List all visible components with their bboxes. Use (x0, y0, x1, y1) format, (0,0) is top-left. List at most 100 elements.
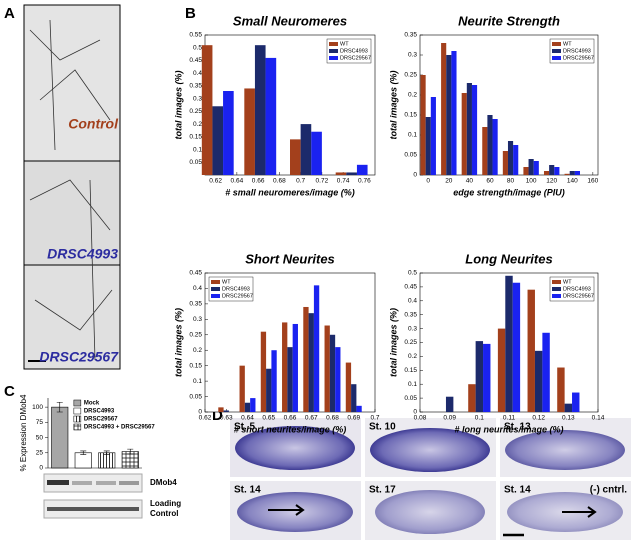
legend-swatch (552, 287, 561, 291)
x-tick-label: 0.66 (284, 415, 297, 422)
bar (425, 117, 431, 175)
chart-title: Small Neuromeres (233, 13, 347, 28)
legend-label: DRSC29567 (84, 417, 118, 423)
y-tick-label: 0.1 (408, 132, 417, 139)
bar (430, 97, 436, 175)
x-tick-label: 0.68 (326, 415, 339, 422)
y-tick-label: 0.35 (404, 311, 417, 318)
legend-swatch (73, 423, 82, 431)
bar (239, 365, 245, 412)
bar (497, 328, 506, 412)
y-tick-label: 75 (36, 419, 44, 426)
x-axis-label: edge strength/image (PIU) (453, 187, 565, 197)
bar (445, 396, 454, 412)
bar (74, 452, 92, 469)
x-tick-label: 0.66 (252, 178, 265, 185)
blot-label: DMob4 (150, 478, 177, 487)
bar (244, 402, 251, 412)
bar (351, 384, 357, 412)
bar (250, 398, 256, 412)
legend-swatch (552, 49, 561, 53)
legend-swatch (73, 415, 82, 423)
x-tick-label: 0.09 (443, 415, 456, 422)
y-tick-label: 0.5 (193, 44, 202, 51)
y-tick-label: 0.45 (404, 284, 417, 291)
x-tick-label: 0 (426, 178, 430, 185)
bar (324, 325, 330, 412)
stage-label: St. 14 (504, 485, 531, 496)
y-tick-label: 0.35 (404, 32, 417, 39)
y-tick-label: 0.3 (408, 325, 417, 332)
bar (290, 139, 301, 175)
legend-label: DRSC29567 (340, 55, 371, 61)
x-tick-label: 140 (567, 178, 578, 185)
y-tick-label: 0.45 (189, 270, 202, 277)
bar (557, 367, 565, 412)
bar (446, 55, 452, 175)
y-tick-label: 0.25 (189, 331, 202, 338)
micrograph-panel: Control DRSC4993 DRSC29567 (23, 4, 121, 370)
x-tick-label: 20 (445, 178, 453, 185)
x-tick-label: 160 (587, 178, 598, 185)
y-tick-label: 0.05 (404, 395, 417, 402)
y-tick-label: 0.4 (408, 298, 417, 305)
y-tick-label: 0.25 (189, 108, 202, 115)
y-tick-label: 50 (36, 434, 44, 441)
x-tick-label: 80 (507, 178, 515, 185)
x-tick-label: 0.62 (199, 415, 212, 422)
bar (356, 164, 368, 175)
bar (260, 331, 267, 412)
legend-swatch (211, 294, 220, 298)
x-tick-label: 60 (486, 178, 494, 185)
legend-label: DRSC4993 (340, 48, 368, 54)
stage-label: St. 10 (369, 422, 396, 433)
bar (218, 407, 224, 412)
x-axis-label: # small neuromeres/image (%) (225, 187, 355, 197)
y-tick-label: 0 (413, 409, 417, 416)
y-tick-label: 0.3 (193, 95, 202, 102)
bar (468, 384, 476, 412)
bar (311, 131, 322, 175)
x-tick-label: 0.08 (414, 415, 427, 422)
bar (98, 452, 116, 469)
bar (461, 93, 467, 175)
stage-label: St. 13 (504, 422, 531, 433)
stage-label: St. 17 (369, 485, 396, 496)
control-label: (-) cntrl. (590, 485, 627, 496)
chart-title: Short Neurites (245, 251, 335, 266)
bar (265, 57, 277, 176)
bar (223, 91, 234, 175)
x-axis-label: # short neurites/image (%) (234, 424, 347, 434)
y-tick-label: 0.2 (193, 121, 202, 128)
legend-label: WT (563, 41, 572, 47)
bar (308, 313, 314, 412)
y-tick-label: 0.4 (193, 285, 202, 292)
y-tick-label: 0.2 (193, 347, 202, 354)
error-bar (80, 450, 87, 455)
bar (244, 88, 255, 175)
y-tick-label: 0.15 (189, 134, 202, 141)
bar (466, 83, 472, 175)
bar (254, 45, 266, 175)
stage-label: St. 5 (234, 422, 256, 433)
bar (282, 322, 288, 412)
y-tick-label: 0 (39, 465, 43, 472)
bar (569, 171, 575, 175)
legend-swatch (73, 399, 82, 407)
y-tick-label: 0.25 (404, 339, 417, 346)
legend-swatch (552, 294, 561, 298)
x-tick-label: 0.69 (347, 415, 360, 422)
x-tick-label: 0.7 (370, 415, 379, 422)
bar (487, 115, 493, 175)
y-tick-label: 0.4 (193, 70, 202, 77)
legend-swatch (211, 280, 220, 284)
legend-label: DRSC4993 (84, 409, 115, 415)
y-tick-label: 0.3 (408, 52, 417, 59)
y-axis-label: total images (%) (173, 70, 183, 139)
legend-label: Mock (84, 401, 100, 407)
bar (335, 347, 341, 412)
y-tick-label: 0.2 (408, 92, 417, 99)
bar (543, 171, 550, 175)
y-tick-label: 25 (36, 450, 44, 457)
